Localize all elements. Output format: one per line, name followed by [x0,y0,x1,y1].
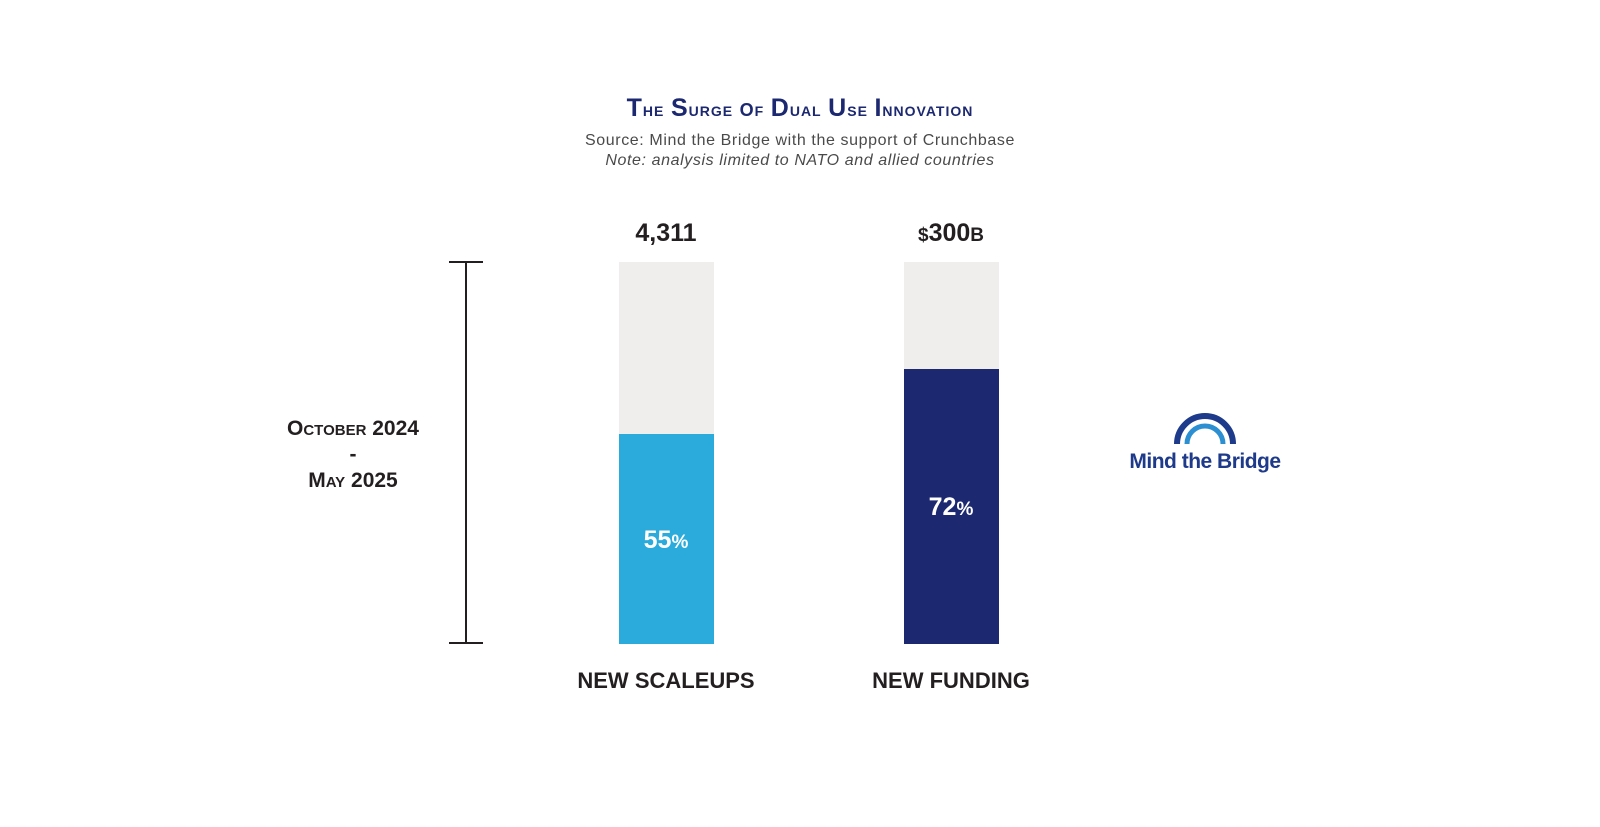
bar [618,433,714,644]
chart-note: Note: analysis limited to NATO and allie… [605,152,995,169]
chart-title: The Surge of Dual Use Innovation [626,94,974,122]
bar-total-label: $300B [917,219,985,247]
logo-text: Mind the Bridge [1129,450,1281,473]
period-start: October 2024 [287,417,419,440]
category-label: NEW FUNDING [872,668,1030,693]
arch-bridge-icon [1174,413,1236,445]
category-label: NEW SCALEUPS [577,668,755,693]
chart-source: Source: Mind the Bridge with the support… [585,132,1015,149]
period-bracket [449,261,483,644]
bar-value-label: 72% [928,493,974,522]
period-separator: - [349,443,357,466]
bracket-bottom [449,642,483,644]
bracket-line [465,261,467,644]
bar-track: 55% [618,262,714,644]
bar-total-label: 4,311 [635,219,697,247]
bar-track: 72% [903,262,999,644]
period-label: October 2024 - May 2025 [253,416,453,494]
bar [903,368,999,644]
bar-value-label: 55% [643,525,689,554]
mind-the-bridge-logo: Mind the Bridge [1125,410,1285,480]
period-end: May 2025 [308,469,398,492]
